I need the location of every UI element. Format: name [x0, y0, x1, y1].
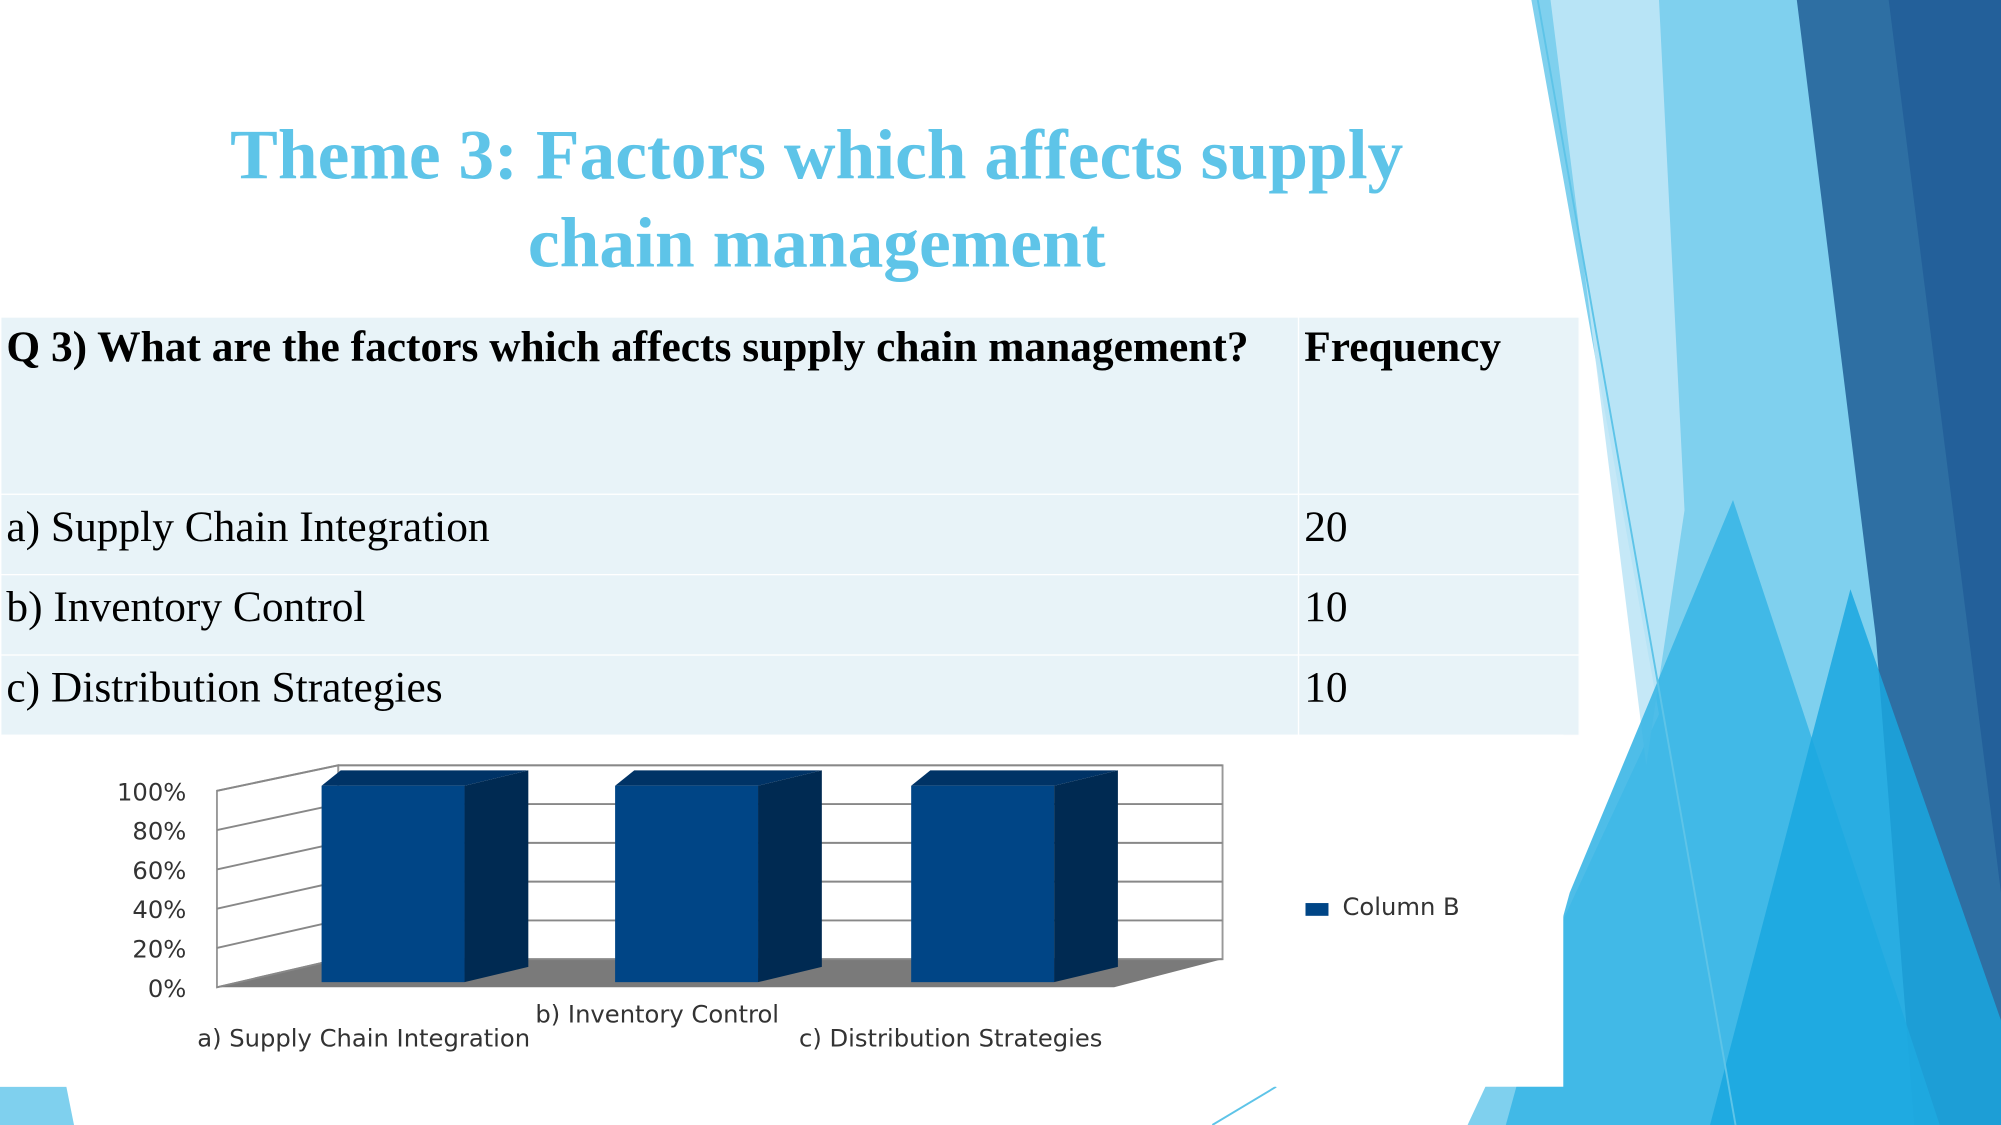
bar: [321, 785, 465, 983]
frequency-table: Q 3) What are the factors which affects …: [0, 316, 1580, 736]
bar: [615, 785, 759, 983]
bar-side: [758, 770, 822, 983]
table-row: b) Inventory Control 10: [0, 573, 1580, 656]
bar: [911, 785, 1055, 983]
legend-label: Column B: [1343, 892, 1460, 921]
y-tick-label: 40%: [132, 895, 186, 924]
cell: c) Distribution Strategies: [0, 654, 1300, 736]
y-tick-label: 100%: [117, 777, 186, 806]
side-wall: [215, 764, 340, 989]
y-tick-label: 60%: [132, 856, 186, 885]
bar-top: [615, 770, 822, 786]
header-cell: Frequency: [1297, 316, 1580, 495]
bg-shape: [1550, 0, 1685, 766]
bg-line: [1211, 1085, 1277, 1125]
cell: a) Supply Chain Integration: [0, 493, 1300, 576]
slide-title: Theme 3: Factors which affects supply ch…: [230, 116, 1404, 284]
table-row: a) Supply Chain Integration 20: [0, 493, 1580, 576]
y-tick-label: 20%: [132, 935, 186, 964]
chart: 0% 20% 40% 60% 80% 100% a) Supply Chain Integr…: [117, 764, 1460, 1053]
grid-line: [216, 764, 1223, 792]
cell: b) Inventory Control: [0, 573, 1300, 656]
chart-area: 0% 20% 40% 60% 80% 100% a) Supply Chain Integr…: [0, 734, 1564, 1087]
bar-side: [464, 770, 529, 983]
cell: 10: [1297, 654, 1580, 736]
cell: 20: [1297, 493, 1580, 576]
bar-top: [911, 770, 1118, 786]
x-tick-label: b) Inventory Control: [535, 999, 779, 1028]
bar-side: [1054, 770, 1118, 983]
header-cell: Q 3) What are the factors which affects …: [0, 316, 1300, 495]
bg-shape: [1710, 589, 2001, 1125]
y-tick-label: 0%: [148, 974, 186, 1003]
bar-top: [321, 770, 529, 786]
bg-shape: [0, 1086, 75, 1125]
y-tick-label: 80%: [132, 817, 186, 846]
cell: 10: [1297, 573, 1580, 656]
x-tick-label: a) Supply Chain Integration: [197, 1024, 530, 1053]
x-tick-label: c) Distribution Strategies: [799, 1024, 1102, 1053]
legend-swatch: [1305, 903, 1329, 916]
table-header: Q 3) What are the factors which affects …: [0, 316, 1580, 495]
table-row: c) Distribution Strategies 10: [0, 654, 1580, 736]
bg-line: [1536, 0, 1737, 1125]
